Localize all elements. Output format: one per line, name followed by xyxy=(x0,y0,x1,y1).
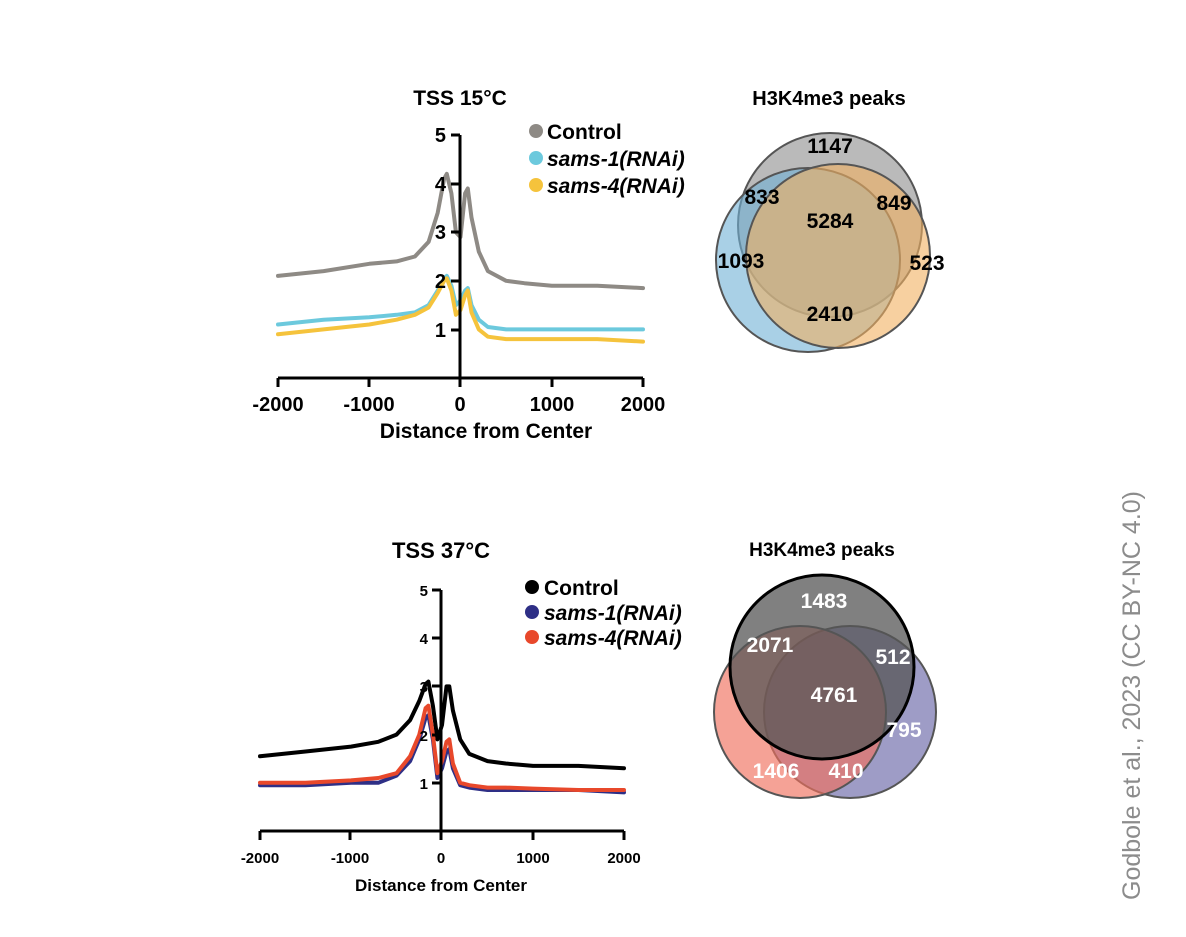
series-line-1 xyxy=(276,171,645,291)
legend-label-sams-4: sams-4(RNAi) xyxy=(544,627,682,650)
venn-count: 1147 xyxy=(807,135,853,158)
venn-count: 410 xyxy=(828,760,863,783)
venn-title: H3K4me3 peaks xyxy=(749,540,895,561)
venn-count: 833 xyxy=(744,186,779,209)
legend-marker-sams-1 xyxy=(525,605,539,619)
venn-count: 2410 xyxy=(807,303,854,326)
legend-label-sams-4: sams-4(RNAi) xyxy=(547,175,685,198)
x-tick-label: -2000 xyxy=(241,850,279,867)
chart-title: TSS 37°C xyxy=(392,538,490,563)
x-tick-marks xyxy=(276,378,645,387)
venn-count: 849 xyxy=(876,192,911,215)
venn-title: H3K4me3 peaks xyxy=(752,88,905,110)
y-tick-label: 1 xyxy=(435,320,446,342)
y-tick-label: 1 xyxy=(420,776,428,793)
venn-count: 1093 xyxy=(718,250,765,273)
venn-count: 1406 xyxy=(753,760,800,783)
x-axis-label: Distance from Center xyxy=(355,876,527,895)
x-tick-label: -1000 xyxy=(343,394,394,416)
legend-marker-sams-4 xyxy=(525,630,539,644)
venn-count: 2071 xyxy=(747,634,794,657)
x-tick-marks xyxy=(258,831,626,840)
legend-label-sams-1: sams-1(RNAi) xyxy=(544,602,682,625)
x-tick-label: 2000 xyxy=(607,850,640,867)
y-tick-label: 4 xyxy=(420,631,429,648)
x-tick-label: 1000 xyxy=(516,850,549,867)
y-tick-label: 5 xyxy=(435,125,446,147)
series-line-2 xyxy=(276,273,645,332)
venn-count: 1483 xyxy=(801,590,848,613)
x-tick-label: 0 xyxy=(454,394,465,416)
chart-tss-37: TSS 37°C -2000 -1000 0 1000 2000 1 2 xyxy=(241,538,682,895)
venn-count: 4761 xyxy=(811,684,858,707)
x-tick-label: 2000 xyxy=(621,394,666,416)
chart-title: TSS 15°C xyxy=(413,87,507,110)
legend-label-sams-1: sams-1(RNAi) xyxy=(547,148,685,171)
venn-circle-set-1 xyxy=(728,573,916,761)
y-tick-label: 3 xyxy=(435,222,446,244)
series-lines xyxy=(276,171,645,344)
legend: Control sams-1(RNAi) sams-4(RNAi) xyxy=(529,121,685,198)
x-axis-label: Distance from Center xyxy=(380,420,592,443)
credit-text: Godbole et al., 2023 (CC BY-NC 4.0) xyxy=(1118,490,1146,900)
legend-label-control: Control xyxy=(544,577,619,600)
venn-count: 523 xyxy=(909,252,944,275)
venn-count: 5284 xyxy=(807,210,854,233)
chart-tss-15: TSS 15°C -2000 -1000 0 1000 2000 1 2 xyxy=(252,87,684,443)
y-tick-marks xyxy=(451,133,460,332)
venn-count: 795 xyxy=(886,719,921,742)
x-tick-label: -1000 xyxy=(331,850,369,867)
venn-circle-set-3 xyxy=(745,163,931,349)
legend-marker-control xyxy=(525,580,539,594)
y-tick-label: 3 xyxy=(420,679,428,696)
legend: Control sams-1(RNAi) sams-4(RNAi) xyxy=(525,577,682,650)
x-tick-label: 0 xyxy=(437,850,445,867)
y-tick-label: 2 xyxy=(435,271,446,293)
x-tick-label: 1000 xyxy=(530,394,575,416)
series-line-3 xyxy=(276,276,645,344)
y-tick-label: 5 xyxy=(420,583,428,600)
legend-marker-control xyxy=(529,124,543,138)
venn-top: H3K4me3 peaks 1147 833 849 5284 1093 523… xyxy=(715,88,945,353)
y-tick-label: 2 xyxy=(420,728,428,745)
legend-label-control: Control xyxy=(547,121,622,144)
y-tick-label: 4 xyxy=(435,174,447,196)
legend-marker-sams-4 xyxy=(529,178,543,192)
venn-bottom: H3K4me3 peaks 1483 2071 512 4761 795 140… xyxy=(713,540,937,799)
venn-count: 512 xyxy=(875,646,910,669)
legend-marker-sams-1 xyxy=(529,151,543,165)
y-tick-marks xyxy=(432,588,441,785)
x-tick-label: -2000 xyxy=(252,394,303,416)
